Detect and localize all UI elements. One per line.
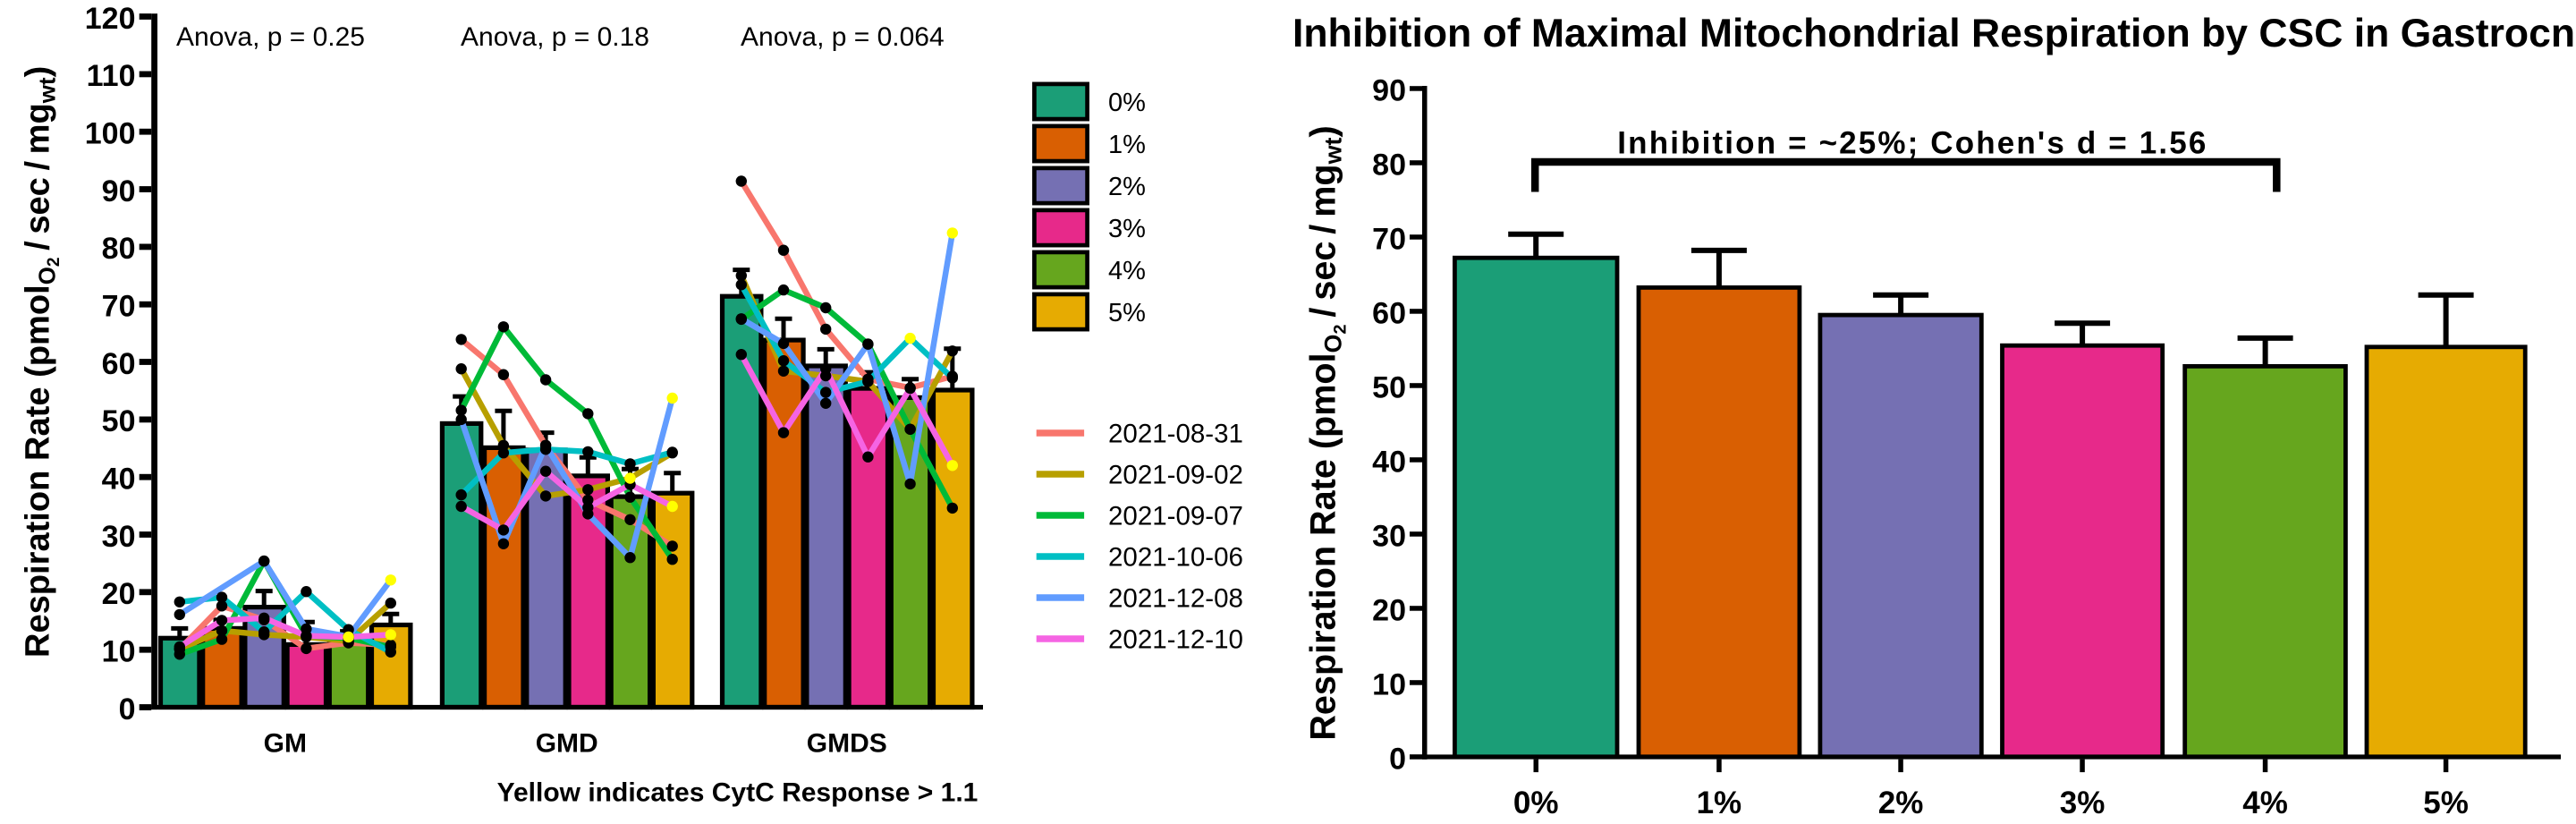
svg-text:110: 110 — [87, 59, 136, 93]
svg-text:5%: 5% — [1108, 299, 1146, 327]
svg-text:80: 80 — [1372, 148, 1406, 182]
svg-text:Anova, p = 0.18: Anova, p = 0.18 — [461, 22, 649, 52]
svg-text:40: 40 — [102, 463, 136, 497]
svg-text:Respiration Rate (pmolO2 / sec: Respiration Rate (pmolO2 / sec / mgwt) — [20, 66, 64, 658]
svg-text:60: 60 — [1372, 296, 1406, 330]
svg-text:2021-09-02: 2021-09-02 — [1108, 461, 1243, 490]
svg-text:20: 20 — [1372, 593, 1406, 627]
svg-text:2021-10-06: 2021-10-06 — [1108, 543, 1243, 573]
svg-text:2021-08-31: 2021-08-31 — [1108, 420, 1243, 449]
svg-text:2021-12-10: 2021-12-10 — [1108, 625, 1243, 655]
svg-text:3%: 3% — [2060, 786, 2106, 820]
svg-text:2021-12-08: 2021-12-08 — [1108, 584, 1243, 614]
svg-text:Yellow indicates CytC Response: Yellow indicates CytC Response > 1.1 — [497, 778, 979, 808]
svg-text:60: 60 — [102, 347, 136, 381]
svg-text:120: 120 — [85, 2, 136, 36]
svg-text:1%: 1% — [1697, 786, 1742, 820]
svg-text:0: 0 — [119, 692, 136, 726]
svg-text:Respiration Rate (pmolO2 / sec: Respiration Rate (pmolO2 / sec / mgwt) — [1304, 125, 1351, 740]
svg-text:100: 100 — [85, 117, 136, 151]
svg-text:2%: 2% — [1108, 173, 1146, 201]
svg-text:10: 10 — [102, 635, 136, 669]
svg-text:90: 90 — [1372, 73, 1406, 107]
svg-text:30: 30 — [1372, 519, 1406, 553]
svg-text:30: 30 — [102, 520, 136, 554]
svg-text:4%: 4% — [2242, 786, 2288, 820]
svg-text:50: 50 — [102, 404, 136, 438]
svg-text:Inhibition of Maximal Mitochon: Inhibition of Maximal Mitochondrial Resp… — [1292, 12, 2576, 55]
svg-text:70: 70 — [102, 290, 136, 324]
svg-text:GMD: GMD — [536, 728, 598, 758]
svg-text:Anova, p = 0.25: Anova, p = 0.25 — [176, 22, 365, 52]
svg-text:10: 10 — [1372, 667, 1406, 701]
svg-text:2021-09-07: 2021-09-07 — [1108, 502, 1243, 531]
svg-text:Inhibition = ~25%; Cohen's d =: Inhibition = ~25%; Cohen's d = 1.56 — [1617, 126, 2206, 161]
svg-text:Anova, p = 0.064: Anova, p = 0.064 — [741, 22, 945, 52]
svg-text:4%: 4% — [1108, 257, 1146, 285]
svg-text:1%: 1% — [1108, 131, 1146, 159]
svg-text:0%: 0% — [1108, 89, 1146, 117]
svg-text:50: 50 — [1372, 370, 1406, 404]
svg-text:80: 80 — [102, 232, 136, 266]
svg-text:3%: 3% — [1108, 215, 1146, 243]
svg-text:0: 0 — [1389, 742, 1406, 776]
svg-text:GM: GM — [264, 728, 307, 758]
svg-text:2%: 2% — [1878, 786, 1924, 820]
svg-text:0%: 0% — [1513, 786, 1559, 820]
svg-text:5%: 5% — [2423, 786, 2469, 820]
svg-text:40: 40 — [1372, 445, 1406, 479]
svg-text:GMDS: GMDS — [807, 728, 887, 758]
svg-text:20: 20 — [102, 577, 136, 611]
svg-text:70: 70 — [1372, 222, 1406, 256]
svg-text:90: 90 — [102, 174, 136, 208]
